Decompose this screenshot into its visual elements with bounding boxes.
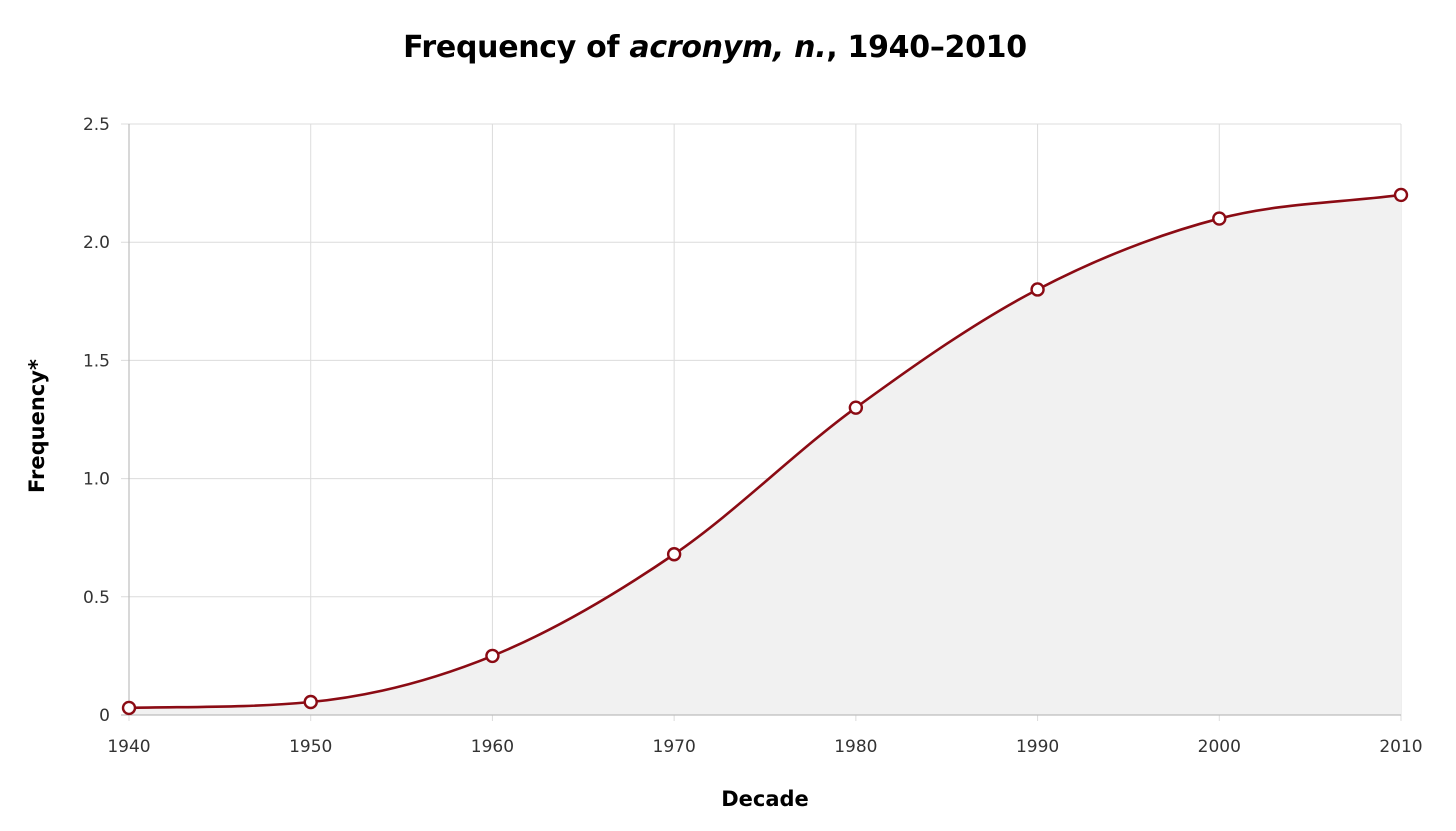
data-point-1980 (848, 400, 864, 415)
x-tick-label: 1950 (289, 737, 332, 757)
x-tick-labels: 1940 1950 1960 1970 1980 1990 2000 2010 (107, 737, 1422, 757)
data-point-2010 (1393, 187, 1409, 203)
x-tick-label: 2000 (1198, 737, 1241, 757)
data-point-1950 (303, 694, 318, 710)
x-tick-label: 2010 (1379, 737, 1422, 757)
y-tick-label: 1.5 (83, 351, 110, 371)
chart-title-prefix: Frequency of (403, 30, 630, 65)
y-tick-labels: 0 0.5 1.0 1.5 2.0 2.5 (83, 115, 110, 726)
y-tick-label: 0 (99, 706, 110, 726)
data-point-2000 (1212, 211, 1227, 226)
data-point-1970 (666, 547, 682, 562)
data-points (121, 187, 1409, 716)
x-tick-label: 1970 (653, 737, 696, 757)
chart-title-term: acronym, n. (629, 30, 827, 65)
data-point-1940 (121, 700, 137, 716)
area-fill (129, 194, 1401, 716)
x-axis-title: Decade (721, 787, 809, 811)
data-point-1990 (1030, 282, 1045, 297)
data-point-1960 (485, 648, 500, 664)
x-tick-label: 1940 (107, 737, 150, 757)
x-tick-label: 1960 (471, 737, 514, 757)
x-tick-label: 1990 (1016, 737, 1059, 757)
axes (121, 124, 1401, 716)
y-tick-label: 1.0 (83, 470, 110, 490)
x-tick-label: 1980 (834, 737, 877, 757)
chart-title: Frequency of acronym, n., 1940–2010 (0, 30, 1430, 65)
y-tick-label: 2.0 (83, 233, 110, 253)
series-line (128, 193, 1402, 710)
y-tick-label: 2.5 (83, 115, 110, 135)
chart-title-suffix: , 1940–2010 (826, 30, 1027, 65)
y-tick-label: 0.5 (83, 588, 110, 608)
y-axis-title: Frequency* (25, 359, 49, 493)
